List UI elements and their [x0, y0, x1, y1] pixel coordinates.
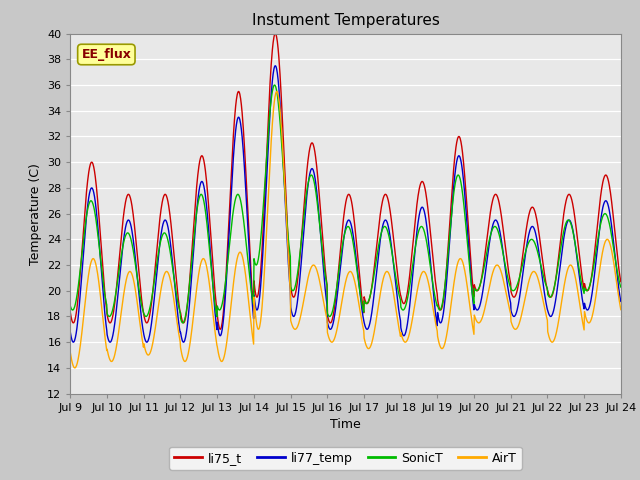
Legend: li75_t, li77_temp, SonicT, AirT: li75_t, li77_temp, SonicT, AirT	[170, 447, 522, 469]
SonicT	[504, 274, 511, 280]
SonicT	[617, 284, 625, 290]
AirT	[189, 315, 197, 321]
AirT	[251, 304, 259, 310]
AirT	[273, 89, 281, 95]
SonicT	[189, 242, 197, 248]
li75_t	[216, 326, 224, 332]
SonicT	[432, 297, 440, 303]
Text: EE_flux: EE_flux	[81, 48, 131, 61]
li75_t	[67, 310, 74, 316]
X-axis label: Time: Time	[330, 418, 361, 431]
li75_t	[552, 273, 560, 279]
SonicT	[67, 303, 74, 309]
li77_temp	[67, 330, 74, 336]
AirT	[552, 331, 560, 336]
AirT	[71, 365, 79, 371]
li77_temp	[504, 283, 511, 288]
AirT	[504, 298, 511, 303]
li77_temp	[189, 252, 197, 258]
AirT	[432, 321, 440, 326]
Line: AirT: AirT	[70, 92, 621, 368]
li77_temp	[617, 299, 625, 304]
Line: SonicT: SonicT	[70, 85, 621, 323]
li75_t	[189, 235, 196, 240]
SonicT	[271, 82, 278, 88]
Title: Instument Temperatures: Instument Temperatures	[252, 13, 440, 28]
li75_t	[251, 285, 259, 291]
SonicT	[179, 320, 187, 326]
li77_temp	[271, 63, 279, 69]
SonicT	[251, 259, 259, 265]
li77_temp	[106, 339, 114, 345]
Y-axis label: Temperature (C): Temperature (C)	[29, 163, 42, 264]
Line: li77_temp: li77_temp	[70, 66, 621, 342]
li75_t	[617, 279, 625, 285]
li75_t	[271, 31, 279, 36]
SonicT	[552, 275, 560, 280]
AirT	[617, 307, 625, 312]
li75_t	[175, 305, 183, 311]
li77_temp	[432, 312, 440, 318]
AirT	[176, 337, 184, 343]
AirT	[67, 350, 74, 356]
li77_temp	[251, 299, 259, 305]
Line: li75_t: li75_t	[70, 34, 621, 329]
li77_temp	[176, 327, 184, 333]
SonicT	[175, 307, 183, 312]
li75_t	[432, 281, 440, 287]
li75_t	[504, 262, 511, 268]
li77_temp	[552, 294, 560, 300]
